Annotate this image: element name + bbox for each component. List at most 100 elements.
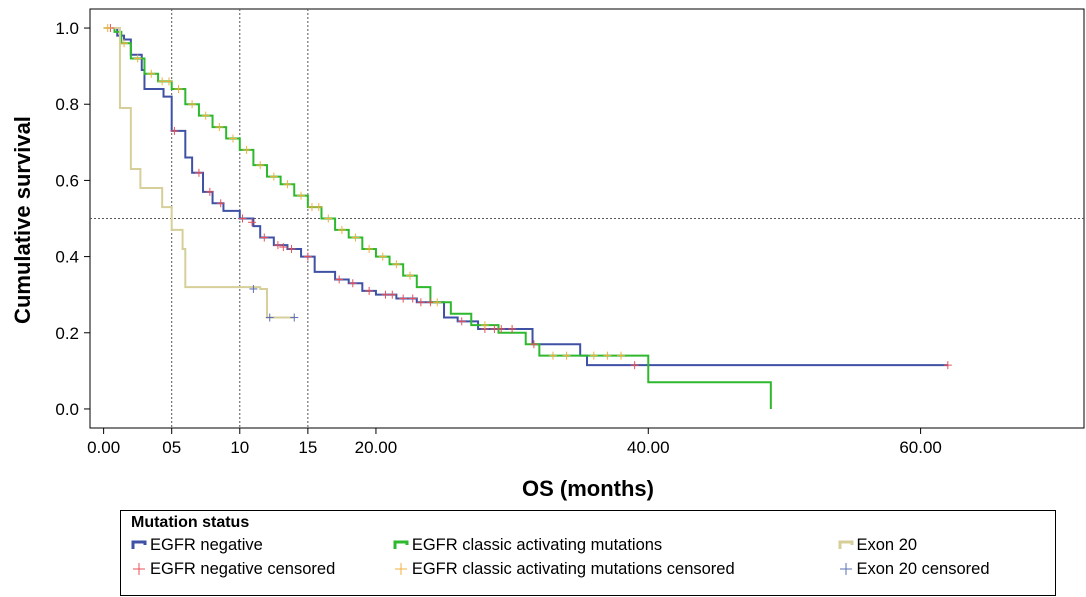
legend-item-exon20: Exon 20 [838, 536, 1046, 555]
x-tick-label: 20.00 [355, 438, 398, 457]
censor-mark [457, 317, 466, 326]
censor-mark [158, 77, 167, 86]
x-axis: 0.00 05 10 15 20.00 40.00 60.00 [87, 428, 942, 457]
censor-mark [290, 313, 299, 322]
y-tick-label: 0.8 [55, 95, 79, 114]
y-tick-label: 0.4 [55, 248, 79, 267]
legend-label: EGFR classic activating mutations [411, 535, 663, 554]
censor-mark [388, 290, 397, 299]
x-axis-label: OS (months) [522, 476, 654, 501]
censor-mark [170, 126, 179, 135]
x-tick-label: 10 [230, 438, 249, 457]
legend-item-egfr-classic-censored: EGFR classic activating mutations censor… [393, 560, 838, 579]
censor-mark [283, 180, 292, 189]
censor-mark [248, 218, 257, 227]
legend-cross-icon [393, 562, 409, 576]
y-axis: 0.0 0.2 0.4 0.6 0.8 1.0 [55, 19, 90, 419]
y-axis-label: Cumulative survival [10, 116, 35, 324]
legend-item-egfr-negative-censored: EGFR negative censored [131, 560, 393, 579]
legend-cross-icon [131, 562, 147, 576]
y-tick-label: 0.6 [55, 171, 79, 190]
legend-item-egfr-negative: EGFR negative [131, 536, 393, 555]
y-tick-label: 0.2 [55, 324, 79, 343]
censor-mark [426, 298, 435, 307]
censor-mark [408, 294, 417, 303]
survival-curve-2 [103, 27, 295, 319]
legend-item-egfr-classic: EGFR classic activating mutations [393, 536, 838, 555]
censor-mark [480, 321, 489, 330]
censor-mark [508, 324, 517, 333]
x-tick-label: 05 [162, 438, 181, 457]
censor-mark [433, 298, 442, 307]
censor-mark [279, 243, 288, 252]
legend-label: EGFR classic activating mutations censor… [411, 559, 735, 578]
censor-mark [188, 100, 197, 109]
x-tick-label: 60.00 [899, 438, 942, 457]
y-tick-label: 1.0 [55, 19, 79, 38]
legend-line-icon [838, 538, 854, 552]
legend-label: Exon 20 censored [856, 559, 990, 578]
survival-chart: 0.0 0.2 0.4 0.6 0.8 1.0 0.00 05 10 15 20.00 40.00 6… [10, 8, 1085, 501]
censor-mark [303, 252, 312, 261]
censor-mark [174, 84, 183, 93]
censor-mark [589, 351, 598, 360]
legend-line-icon [131, 538, 147, 552]
censor-mark [392, 260, 401, 269]
censor-mark [242, 145, 251, 154]
censor-mark [205, 187, 214, 196]
censor-mark [215, 123, 224, 132]
censor-mark [378, 252, 387, 261]
legend-label: EGFR negative [150, 535, 263, 554]
censor-mark [201, 111, 210, 120]
censor-mark [416, 298, 425, 307]
censor-mark [365, 286, 374, 295]
survival-curve-0 [103, 27, 948, 367]
censor-mark [120, 39, 129, 48]
censor-mark [269, 172, 278, 181]
legend-label: EGFR negative censored [150, 559, 336, 578]
legend-row-censored: EGFR negative censored EGFR classic acti… [131, 557, 1045, 581]
legend-row-lines: EGFR negative EGFR classic activating mu… [131, 533, 1045, 557]
censor-mark [273, 241, 282, 250]
censor-mark [348, 279, 357, 288]
legend-label: Exon 20 [856, 535, 918, 554]
censor-mark [399, 294, 408, 303]
censor-mark [943, 361, 952, 370]
censor-mark [287, 244, 296, 253]
legend: Mutation status EGFR negative EGFR class… [120, 510, 1056, 596]
x-tick-label: 0.00 [87, 438, 120, 457]
censor-mark [351, 233, 360, 242]
censor-mark [133, 54, 142, 63]
censor-mark [164, 77, 173, 86]
censor-mark [497, 324, 506, 333]
censor-mark [335, 275, 344, 284]
censor-mark [249, 284, 258, 293]
censor-mark [337, 225, 346, 234]
censor-mark [256, 161, 265, 170]
censor-mark [228, 134, 237, 143]
censor-mark [265, 313, 274, 322]
legend-item-exon20-censored: Exon 20 censored [838, 560, 1046, 579]
censor-mark [630, 361, 639, 370]
legend-title: Mutation status [131, 514, 250, 531]
censor-mark [603, 351, 612, 360]
y-tick-label: 0.0 [55, 400, 79, 419]
censor-mark [194, 168, 203, 177]
censor-mark [548, 351, 557, 360]
x-tick-label: 15 [298, 438, 317, 457]
censor-mark [365, 244, 374, 253]
censor-mark [260, 233, 269, 242]
censor-mark [529, 340, 538, 349]
censor-mark [216, 199, 225, 208]
censor-mark [103, 24, 112, 33]
x-tick-label: 40.00 [627, 438, 670, 457]
censor-mark [314, 203, 323, 212]
censor-mark [147, 69, 156, 78]
censor-mark [405, 271, 414, 280]
censor-mark [562, 351, 571, 360]
censor-mark [617, 351, 626, 360]
legend-cross-icon [838, 562, 854, 576]
legend-line-icon [393, 538, 409, 552]
censor-mark [297, 191, 306, 200]
censor-mark [307, 203, 316, 212]
